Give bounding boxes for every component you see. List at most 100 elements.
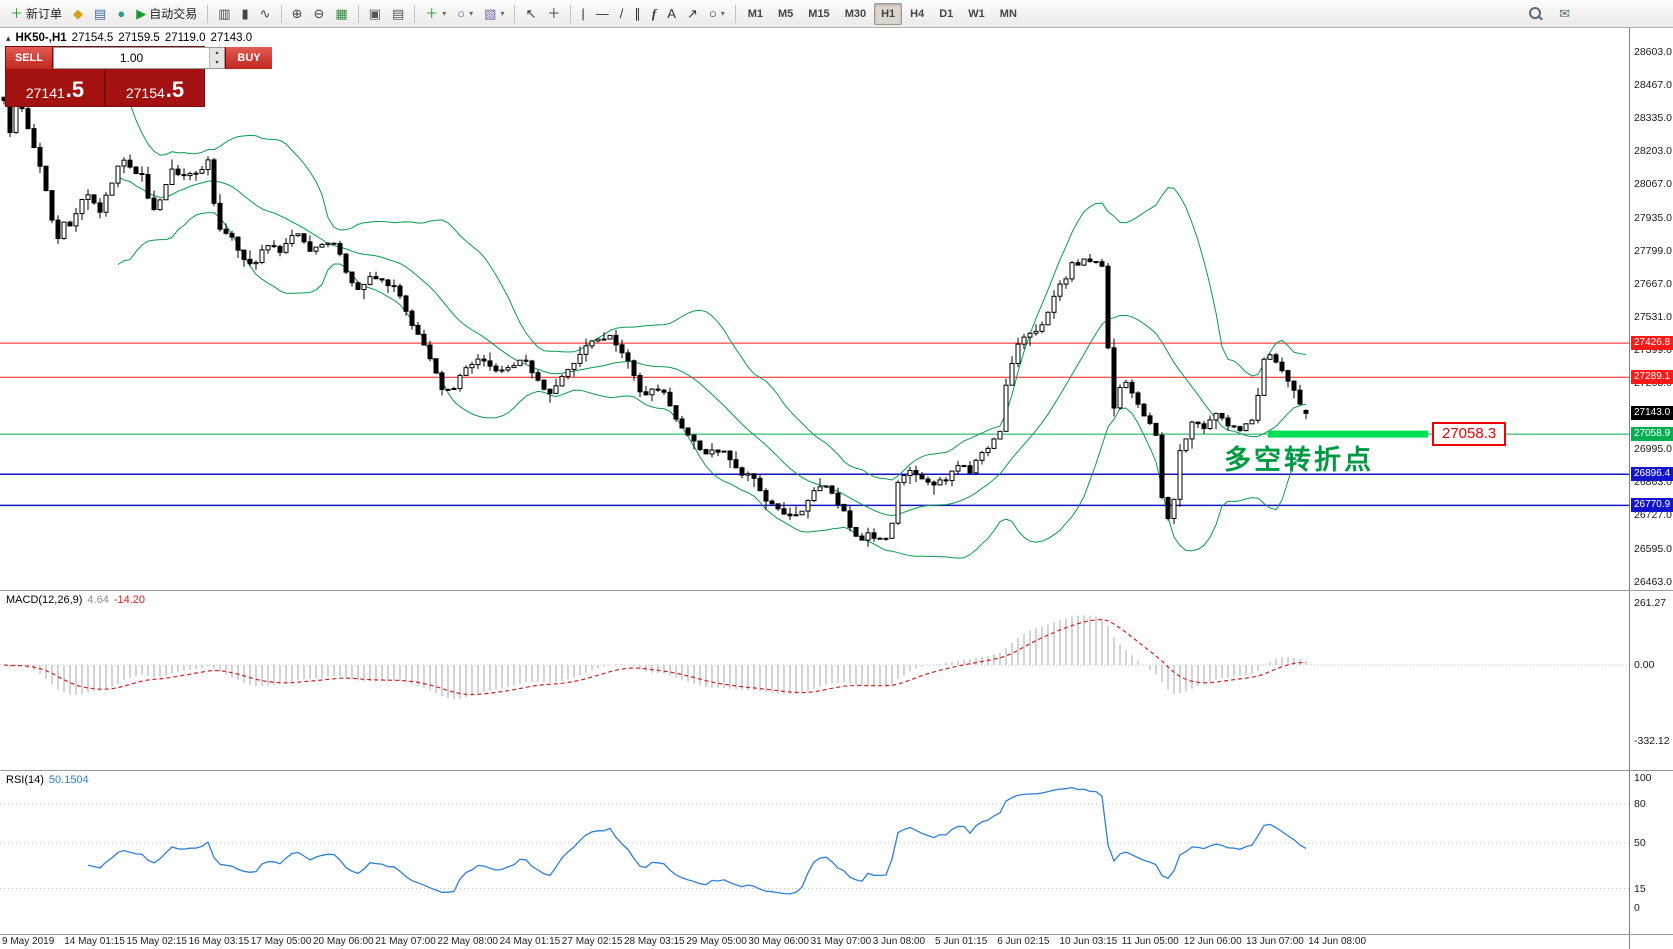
shapes-button[interactable]: ○ ▾ [704, 3, 730, 25]
text-icon: A [667, 6, 676, 21]
time-tick-label: 15 May 02:15 [126, 936, 187, 947]
indicators-plus-icon: ＋ [425, 6, 439, 21]
level-price-tag: 26896.4 [1631, 467, 1673, 482]
chart-high-value: 27159.5 [118, 32, 160, 44]
buy-price[interactable]: 27154 .5 [106, 69, 204, 106]
text-label-button[interactable]: A [662, 3, 681, 25]
periods-button[interactable]: ○ ▾ [452, 3, 478, 25]
cursor-button[interactable]: ↖ [520, 3, 541, 25]
price-callout: 27058.3 [1432, 422, 1507, 447]
market-watch-icon: ◆ [73, 6, 84, 21]
autotrading-button[interactable]: ▶ 自动交易 [131, 3, 202, 25]
tile-horizontal-button[interactable]: ▤ [387, 3, 409, 25]
macd-scale-label: -332.12 [1634, 735, 1670, 747]
horizontal-line-button[interactable]: — [591, 3, 614, 25]
toolbar-group: ▥ ▮ ∿ [211, 3, 277, 25]
zoom-in-button[interactable]: ⊕ [287, 3, 308, 25]
data-window-icon: ▤ [94, 6, 107, 21]
rsi-label: RSI(14) 50.1504 [6, 774, 89, 786]
macd-panel[interactable] [0, 591, 1629, 770]
new-order-button[interactable]: ＋新订单 [5, 3, 67, 25]
rsi-panel[interactable] [0, 771, 1629, 934]
trendline-button[interactable]: / [615, 3, 629, 25]
channel-button[interactable]: ∥ [629, 3, 646, 25]
line-chart-button[interactable]: ∿ [255, 3, 276, 25]
time-tick-label: 5 Jun 01:15 [935, 936, 988, 947]
rsi-value: 50.1504 [48, 774, 89, 786]
templates-icon: ▧ [484, 6, 497, 21]
sell-price[interactable]: 27141 .5 [6, 69, 104, 106]
candlestick-chart-button[interactable]: ▮ [237, 3, 254, 25]
one-click-collapse-icon[interactable]: ▴ [6, 32, 11, 43]
time-axis[interactable]: 9 May 2019 14 May 01:15 15 May 02:15 16 May… [0, 935, 1629, 949]
volume-input[interactable] [54, 48, 209, 68]
crosshair-button[interactable]: ＋ [542, 3, 565, 25]
timeframe-m30[interactable]: M30 [838, 3, 873, 25]
main-toolbar: ＋新订单 ◆ ▤ ● ▶ 自动交易 ▥ ▮ ∿ ⊕ ⊖ ▦ ▣ ▤ ＋ ▾ ○ ▾ ▧ ▾ ↖ ＋ | — / ∥ f A ↗ ○ ▾ M1 M… [0, 0, 1673, 28]
rsi-scale-label: 100 [1634, 772, 1652, 784]
line-chart-icon: ∿ [259, 6, 271, 21]
indicators-button[interactable]: ＋ ▾ [420, 3, 451, 25]
search-button[interactable] [1523, 3, 1548, 25]
sell-button[interactable]: SELL [6, 47, 53, 69]
arrow-tools-button[interactable]: ↗ [682, 3, 703, 25]
time-tick-label: 3 Jun 08:00 [872, 936, 926, 947]
crosshair-icon: ＋ [547, 6, 561, 21]
time-tick-label: 12 Jun 06:00 [1183, 936, 1242, 947]
toolbar-separator [414, 4, 416, 23]
cursor-icon: ↖ [525, 6, 537, 21]
tile-windows-button[interactable]: ▦ [330, 3, 352, 25]
zoom-out-icon: ⊖ [313, 6, 325, 21]
bar-chart-button[interactable]: ▥ [213, 3, 235, 25]
time-tick-label: 11 Jun 05:00 [1121, 936, 1179, 947]
panel-separator[interactable] [0, 590, 1673, 591]
macd-name: MACD(12,26,9) [6, 594, 83, 606]
timeframe-m5[interactable]: M5 [771, 3, 800, 25]
timeframe-m1[interactable]: M1 [741, 3, 770, 25]
autotrading-play-icon: ▶ [136, 6, 147, 21]
chart-low-value: 27119.0 [164, 32, 206, 44]
timeframe-w1[interactable]: W1 [961, 3, 992, 25]
time-tick-label: 30 May 06:00 [748, 936, 809, 947]
chevron-down-icon: ▾ [469, 9, 474, 18]
rsi-scale-label: 15 [1634, 882, 1646, 895]
market-watch-button[interactable]: ◆ [68, 3, 88, 25]
price-tick-label: 26463.0 [1634, 575, 1672, 588]
templates-button[interactable]: ▧ ▾ [479, 3, 509, 25]
toolbar-group: ＋ ▾ ○ ▾ ▧ ▾ [418, 3, 511, 25]
community-button[interactable]: ● [112, 3, 130, 25]
timeframe-m15[interactable]: M15 [801, 3, 836, 25]
zoom-in-icon: ⊕ [291, 6, 303, 21]
toolbar-group: ＋新订单 ◆ ▤ ● ▶ 自动交易 [3, 3, 204, 25]
timeframe-mn[interactable]: MN [993, 3, 1024, 25]
time-tick-label: 29 May 05:00 [686, 936, 747, 947]
macd-signal-value: -14.20 [113, 594, 146, 606]
zoom-out-button[interactable]: ⊖ [308, 3, 329, 25]
time-tick-label: 9 May 2019 [2, 936, 55, 947]
volume-down-button[interactable]: ▾ [210, 58, 224, 68]
time-tick-label: 14 May 01:15 [64, 936, 125, 947]
data-window-button[interactable]: ▤ [89, 3, 111, 25]
fibonacci-icon: f [651, 6, 657, 21]
price-tick-label: 27799.0 [1634, 244, 1672, 257]
buy-button[interactable]: BUY [225, 47, 272, 69]
level-price-tag: 26770.9 [1631, 498, 1673, 513]
vertical-line-button[interactable]: | [576, 3, 589, 25]
message-button[interactable]: ✉ [1554, 3, 1575, 25]
timeframe-d1[interactable]: D1 [932, 3, 960, 25]
main-price-chart[interactable] [0, 28, 1629, 590]
volume-up-button[interactable]: ▴ [210, 48, 224, 58]
toolbar-right: ✉ [1523, 3, 1575, 25]
timeframe-h4[interactable]: H4 [903, 3, 931, 25]
channel-icon: ∥ [634, 6, 641, 21]
fibonacci-button[interactable]: f [647, 3, 661, 25]
price-axis[interactable]: 28603.0 28467.0 28335.0 28203.0 28067.0 27935… [1629, 28, 1673, 949]
panel-separator[interactable] [0, 770, 1673, 771]
timeframe-h1[interactable]: H1 [874, 2, 903, 25]
price-tick-label: 26595.0 [1634, 542, 1672, 555]
buy-price-int: 27154 [125, 84, 165, 101]
toolbar-group: ⊕ ⊖ ▦ [285, 3, 355, 25]
axis-separator [0, 934, 1673, 935]
cascade-windows-button[interactable]: ▣ [364, 3, 386, 25]
